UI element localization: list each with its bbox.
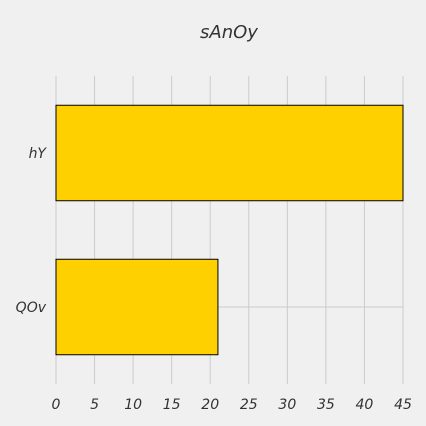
x-tick-label: 45 [394, 397, 412, 413]
bar-qov [55, 258, 219, 356]
x-axis-tick-labels: 0 5 10 15 20 25 30 35 40 45 [52, 397, 412, 413]
x-tick-label: 40 [356, 397, 374, 413]
chart-title: sAnOy [200, 22, 258, 43]
x-tick-label: 10 [124, 397, 142, 413]
y-category-label: hY [29, 146, 48, 162]
x-tick-label: 30 [278, 397, 296, 413]
x-tick-label: 20 [201, 397, 219, 413]
y-category-label: QOv [16, 300, 47, 316]
bar-hy [55, 104, 404, 202]
bars [55, 104, 404, 356]
x-tick-label: 15 [163, 397, 181, 413]
x-tick-label: 25 [240, 397, 258, 413]
x-tick-label: 5 [90, 397, 99, 413]
x-tick-label: 35 [317, 397, 335, 413]
x-tick-label: 0 [52, 397, 61, 413]
y-axis-category-labels: hY QOv [16, 146, 48, 316]
